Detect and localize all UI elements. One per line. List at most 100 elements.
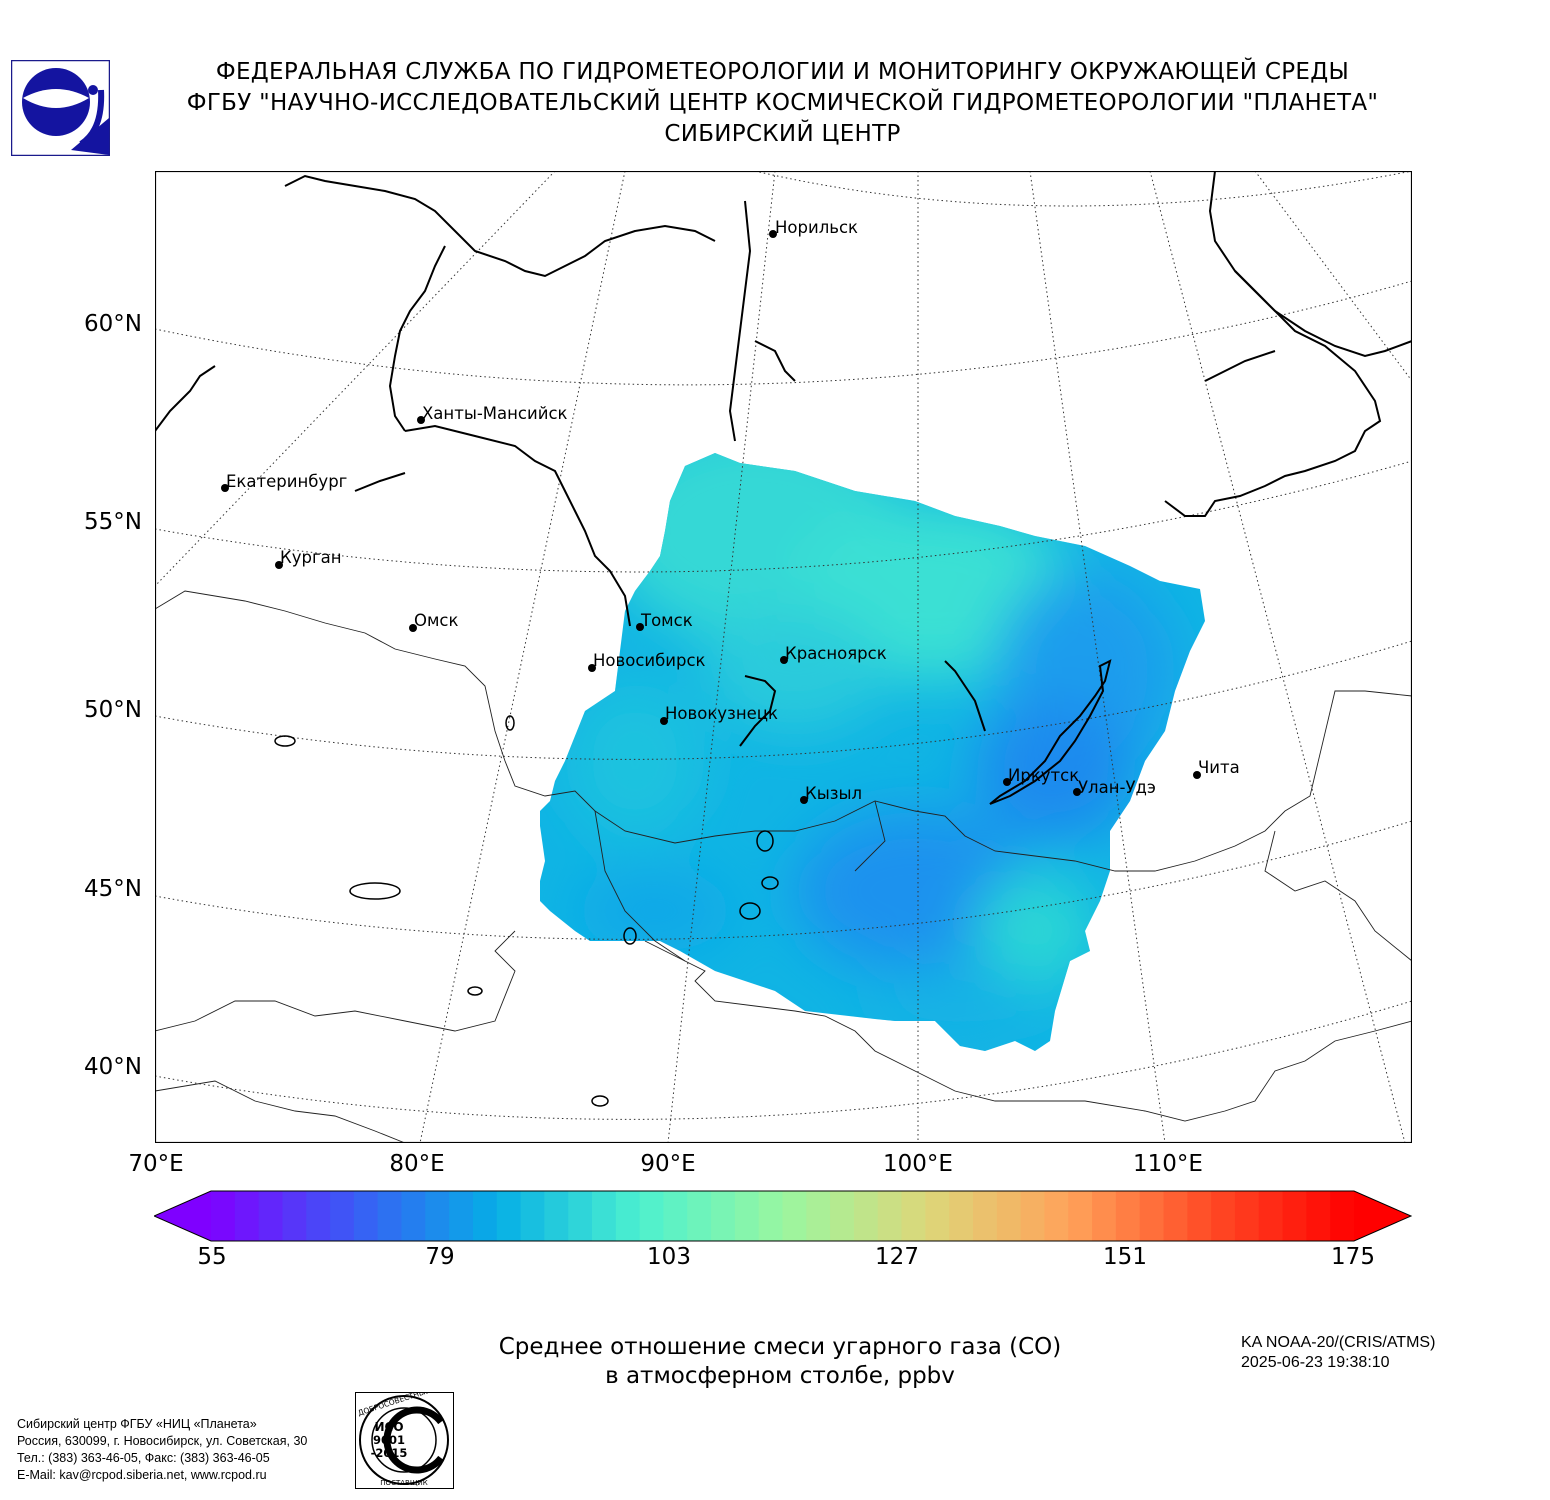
iso-mid-3: -2015 — [371, 1446, 408, 1460]
colorbar-tick-label: 55 — [197, 1244, 227, 1270]
colorbar-segment — [830, 1191, 855, 1241]
satellite-datetime: 2025-06-23 19:38:10 — [1241, 1354, 1390, 1371]
city-label: Красноярск — [785, 644, 887, 663]
colorbar-segment — [711, 1191, 736, 1241]
colorbar-segment — [1211, 1191, 1236, 1241]
footer-line: E-Mail: kav@rcpod.siberia.net, www.rcpod… — [17, 1468, 267, 1482]
colorbar-segment — [925, 1191, 950, 1241]
city-dot — [275, 561, 283, 569]
lat-label: 40°N — [84, 1054, 142, 1080]
colorbar-segment — [592, 1191, 617, 1241]
colorbar-tick-label: 151 — [1103, 1244, 1147, 1270]
satellite-name: KA NOAA-20/(CRIS/ATMS) — [1241, 1334, 1436, 1351]
city-dot — [1003, 778, 1011, 786]
city-label: Иркутск — [1008, 766, 1080, 785]
colorbar-segment — [449, 1191, 474, 1241]
colorbar-segment — [1115, 1191, 1141, 1241]
lon-label: 110°E — [1133, 1151, 1203, 1177]
colorbar-segment — [996, 1191, 1022, 1241]
colorbar-min-extend — [154, 1191, 211, 1241]
planeta-logo-icon — [11, 60, 110, 156]
city-dot — [417, 416, 425, 424]
iso-stamp-icon: ДОБРОСОВЕСТНЫЙ ИСО 9001 -2015 ПОСТАВЩИК — [355, 1392, 454, 1489]
city-label: Улан-Удэ — [1078, 778, 1156, 797]
colorbar-segment — [1092, 1191, 1117, 1241]
colorbar-segment — [472, 1191, 498, 1241]
lat-label: 60°N — [84, 311, 142, 337]
colorbar-segment — [353, 1191, 379, 1241]
iso-mid-2: 9001 — [373, 1433, 405, 1447]
city-dot — [636, 623, 644, 631]
header-line-1: ФЕДЕРАЛЬНАЯ СЛУЖБА ПО ГИДРОМЕТЕОРОЛОГИИ … — [215, 59, 1350, 85]
colorbar-segment — [1163, 1191, 1188, 1241]
lon-label: 100°E — [883, 1151, 953, 1177]
colorbar-max-extend — [1354, 1191, 1411, 1241]
colorbar-segment — [425, 1191, 450, 1241]
city-dot — [800, 796, 808, 804]
caption-line-1: Среднее отношение смеси угарного газа (C… — [498, 1334, 1062, 1360]
colorbar-segment — [615, 1191, 641, 1241]
colorbar-segment — [687, 1191, 712, 1241]
colorbar-segment — [663, 1191, 688, 1241]
colorbar-segment — [734, 1191, 760, 1241]
colorbar-tick-label: 175 — [1331, 1244, 1375, 1270]
colorbar-segment — [1234, 1191, 1260, 1241]
colorbar-segment — [1258, 1191, 1284, 1241]
colorbar-segment — [282, 1191, 307, 1241]
footer-line: Тел.: (383) 363-46-05, Факс: (383) 363-4… — [17, 1451, 270, 1465]
colorbar-segment — [401, 1191, 426, 1241]
satellite-info: KA NOAA-20/(CRIS/ATMS) 2025-06-23 19:38:… — [1241, 1333, 1435, 1373]
colorbar — [154, 1190, 1412, 1242]
colorbar-segment — [306, 1191, 331, 1241]
lon-label: 70°E — [128, 1151, 184, 1177]
colorbar-segment — [639, 1191, 665, 1241]
city-dot — [660, 717, 668, 725]
colorbar-segment — [1020, 1191, 1046, 1241]
lake-baikal — [989, 659, 1112, 805]
colorbar-outline — [154, 1190, 1412, 1242]
colorbar-segment — [1306, 1191, 1331, 1241]
colorbar-segment — [496, 1191, 522, 1241]
iso-bottom-text: ПОСТАВЩИК — [380, 1479, 427, 1487]
caption-line-2: в атмосферном столбе, ppbv — [605, 1363, 955, 1389]
city-dot — [1193, 771, 1201, 779]
city-label: Чита — [1198, 758, 1240, 777]
city-markers — [221, 230, 1201, 804]
colorbar-tick-label: 79 — [425, 1244, 455, 1270]
lat-label: 55°N — [84, 509, 142, 535]
colorbar-segment — [853, 1191, 879, 1241]
city-label: Норильск — [775, 218, 859, 237]
header-line-2: ФГБУ "НАУЧНО-ИССЛЕДОВАТЕЛЬСКИЙ ЦЕНТР КОС… — [186, 90, 1379, 116]
colorbar-segment — [973, 1191, 998, 1241]
city-label: Новосибирск — [593, 651, 706, 670]
city-label: Новокузнецк — [665, 704, 778, 723]
header-line-3: СИБИРСКИЙ ЦЕНТР — [664, 121, 901, 147]
lon-label: 80°E — [389, 1151, 445, 1177]
colorbar-segment — [211, 1191, 236, 1241]
co-map — [155, 171, 1412, 1143]
colorbar-segment — [1282, 1191, 1307, 1241]
city-label: Кызыл — [805, 784, 863, 803]
colorbar-segment — [520, 1191, 545, 1241]
colorbar-segment — [758, 1191, 784, 1241]
colorbar-segment — [1044, 1191, 1069, 1241]
footer-address: Сибирский центр ФГБУ «НИЦ «Планета» Росс… — [17, 1416, 307, 1484]
colorbar-segment — [1187, 1191, 1212, 1241]
colorbar-tick-label: 127 — [875, 1244, 919, 1270]
colorbar-segment — [234, 1191, 260, 1241]
colorbar-segment — [544, 1191, 569, 1241]
colorbar-segment — [949, 1191, 974, 1241]
colorbar-segment — [1068, 1191, 1093, 1241]
iso-mid-1: ИСО — [374, 1420, 403, 1434]
colorbar-segment — [258, 1191, 284, 1241]
colorbar-segment — [1139, 1191, 1165, 1241]
lat-label: 45°N — [84, 876, 142, 902]
city-dot — [409, 624, 417, 632]
city-dot — [780, 656, 788, 664]
city-dot — [769, 230, 777, 238]
footer-line: Россия, 630099, г. Новосибирск, ул. Сове… — [17, 1434, 308, 1448]
city-dot — [221, 484, 229, 492]
city-label: Ханты-Мансийск — [422, 404, 568, 423]
lon-label: 90°E — [640, 1151, 696, 1177]
colorbar-tick-label: 103 — [647, 1244, 691, 1270]
